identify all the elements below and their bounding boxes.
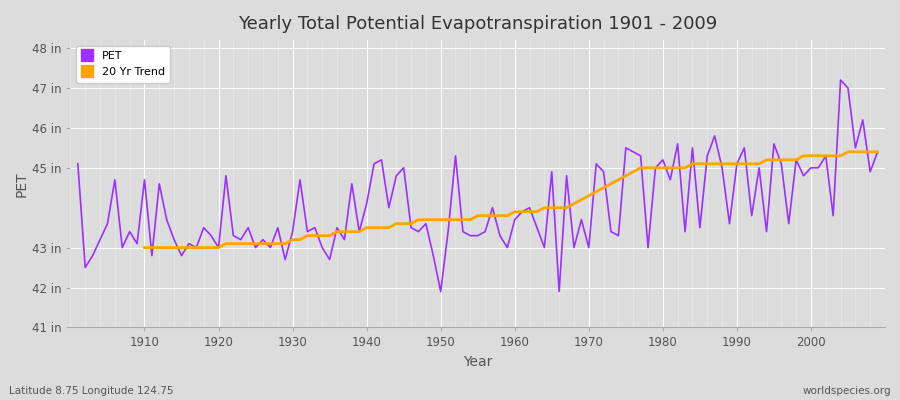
PET: [872, 150, 883, 154]
PET: [509, 217, 520, 222]
PET: [72, 162, 83, 166]
Y-axis label: PET: PET: [15, 171, 29, 196]
20 Yr Trend: [294, 237, 305, 242]
PET: [131, 241, 142, 246]
X-axis label: Year: Year: [463, 355, 492, 369]
Title: Yearly Total Potential Evapotranspiration 1901 - 2009: Yearly Total Potential Evapotranspiratio…: [238, 15, 717, 33]
20 Yr Trend: [339, 229, 350, 234]
Legend: PET, 20 Yr Trend: PET, 20 Yr Trend: [76, 46, 170, 82]
Text: Latitude 8.75 Longitude 124.75: Latitude 8.75 Longitude 124.75: [9, 386, 174, 396]
Text: worldspecies.org: worldspecies.org: [803, 386, 891, 396]
PET: [606, 229, 616, 234]
20 Yr Trend: [872, 150, 883, 154]
20 Yr Trend: [502, 213, 513, 218]
20 Yr Trend: [598, 185, 609, 190]
PET: [835, 78, 846, 82]
PET: [436, 289, 446, 294]
Line: 20 Yr Trend: 20 Yr Trend: [145, 152, 877, 248]
PET: [294, 177, 305, 182]
20 Yr Trend: [509, 209, 520, 214]
PET: [517, 209, 527, 214]
Line: PET: PET: [77, 80, 878, 292]
PET: [339, 237, 350, 242]
